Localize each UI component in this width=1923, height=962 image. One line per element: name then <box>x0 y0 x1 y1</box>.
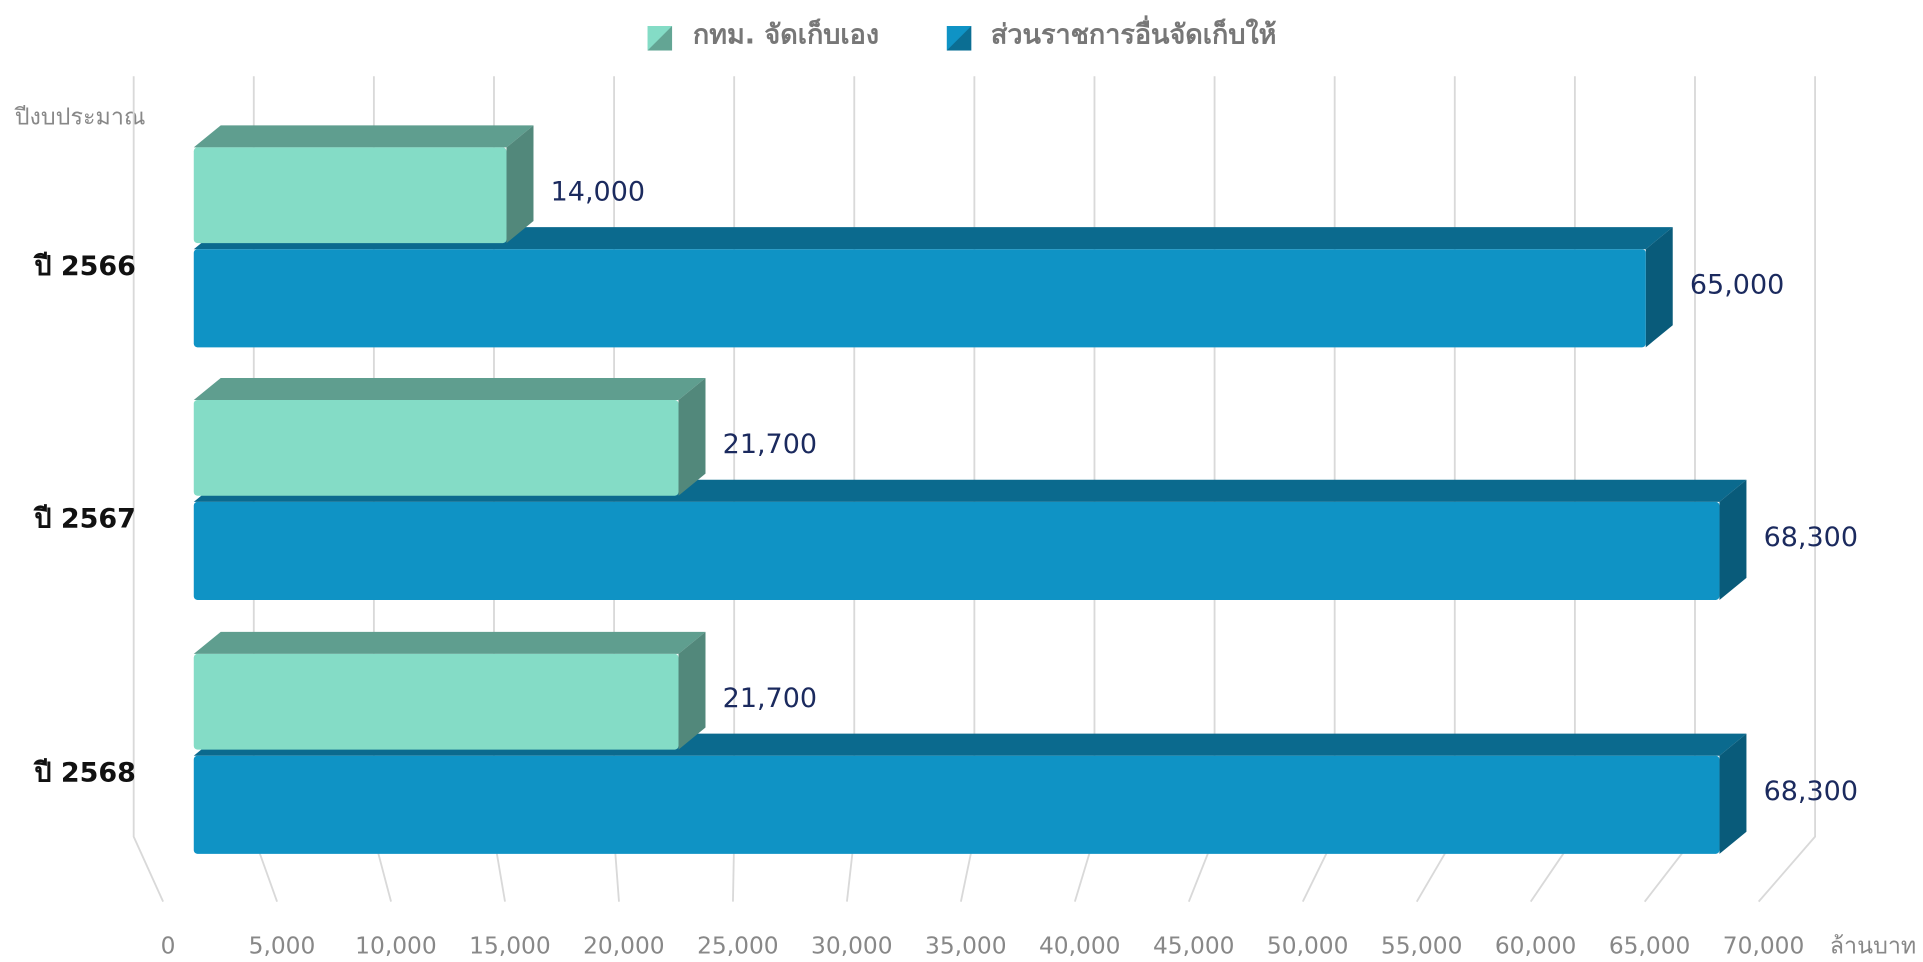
x-tick-label: 50,000 <box>1267 933 1349 960</box>
x-tick-label: 10,000 <box>355 933 437 960</box>
bar-top <box>193 377 706 401</box>
x-tick-label: 25,000 <box>697 933 779 960</box>
x-tick-label: 70,000 <box>1723 933 1805 960</box>
x-tick-label: 35,000 <box>925 933 1007 960</box>
legend-item: ส่วนราชการอื่นจัดเก็บให้ <box>946 14 1276 51</box>
y-tick-label: ปี 2568 <box>33 758 136 789</box>
bar-front <box>193 653 679 750</box>
bar-side <box>1719 479 1747 600</box>
legend-label: ส่วนราชการอื่นจัดเก็บให้ <box>991 14 1276 50</box>
x-tick-label: 30,000 <box>811 933 893 960</box>
grid-line <box>1757 76 1816 903</box>
bar-top <box>193 631 706 654</box>
x-tick-label: 55,000 <box>1381 933 1463 960</box>
legend-item: กทม. จัดเก็บเอง <box>647 17 879 51</box>
bar-side <box>1719 733 1747 854</box>
legend-swatch <box>647 26 673 51</box>
bar-front <box>193 501 1720 600</box>
bar-front <box>193 147 507 244</box>
data-label: 68,300 <box>1764 522 1858 553</box>
bar-side <box>1645 227 1673 348</box>
data-label: 68,300 <box>1764 776 1858 807</box>
bar-front <box>193 755 1720 854</box>
bar <box>193 125 534 244</box>
legend-label: กทม. จัดเก็บเอง <box>693 17 879 50</box>
grid-line <box>132 76 164 903</box>
bar-top <box>193 227 1673 250</box>
bar-side <box>678 631 706 750</box>
data-label: 21,700 <box>723 429 817 460</box>
bar-side <box>678 377 706 496</box>
data-label: 65,000 <box>1690 270 1784 301</box>
data-label: 14,000 <box>551 176 645 207</box>
x-axis-label: ล้านบาท <box>1830 933 1917 960</box>
x-tick-label: 65,000 <box>1609 933 1691 960</box>
bar <box>193 227 1673 348</box>
y-tick-label: ปี 2567 <box>33 504 136 535</box>
bar-front <box>193 249 1646 348</box>
bar <box>193 631 706 750</box>
bar-side <box>506 125 534 244</box>
bar <box>193 377 706 496</box>
x-tick-label: 45,000 <box>1153 933 1235 960</box>
x-tick-label: 60,000 <box>1495 933 1577 960</box>
x-tick-label: 20,000 <box>583 933 665 960</box>
bar-front <box>193 400 679 496</box>
y-axis-label: ปีงบประมาณ <box>14 103 145 130</box>
x-tick-label: 40,000 <box>1039 933 1121 960</box>
x-tick-label: 0 <box>161 933 176 960</box>
legend-swatch <box>946 26 972 51</box>
data-label: 21,700 <box>723 683 817 714</box>
y-tick-label: ปี 2566 <box>33 251 136 282</box>
bar-top <box>193 125 534 148</box>
bar <box>193 733 1747 854</box>
bar <box>193 479 1747 600</box>
x-tick-label: 15,000 <box>469 933 551 960</box>
x-tick-label: 5,000 <box>249 933 316 960</box>
